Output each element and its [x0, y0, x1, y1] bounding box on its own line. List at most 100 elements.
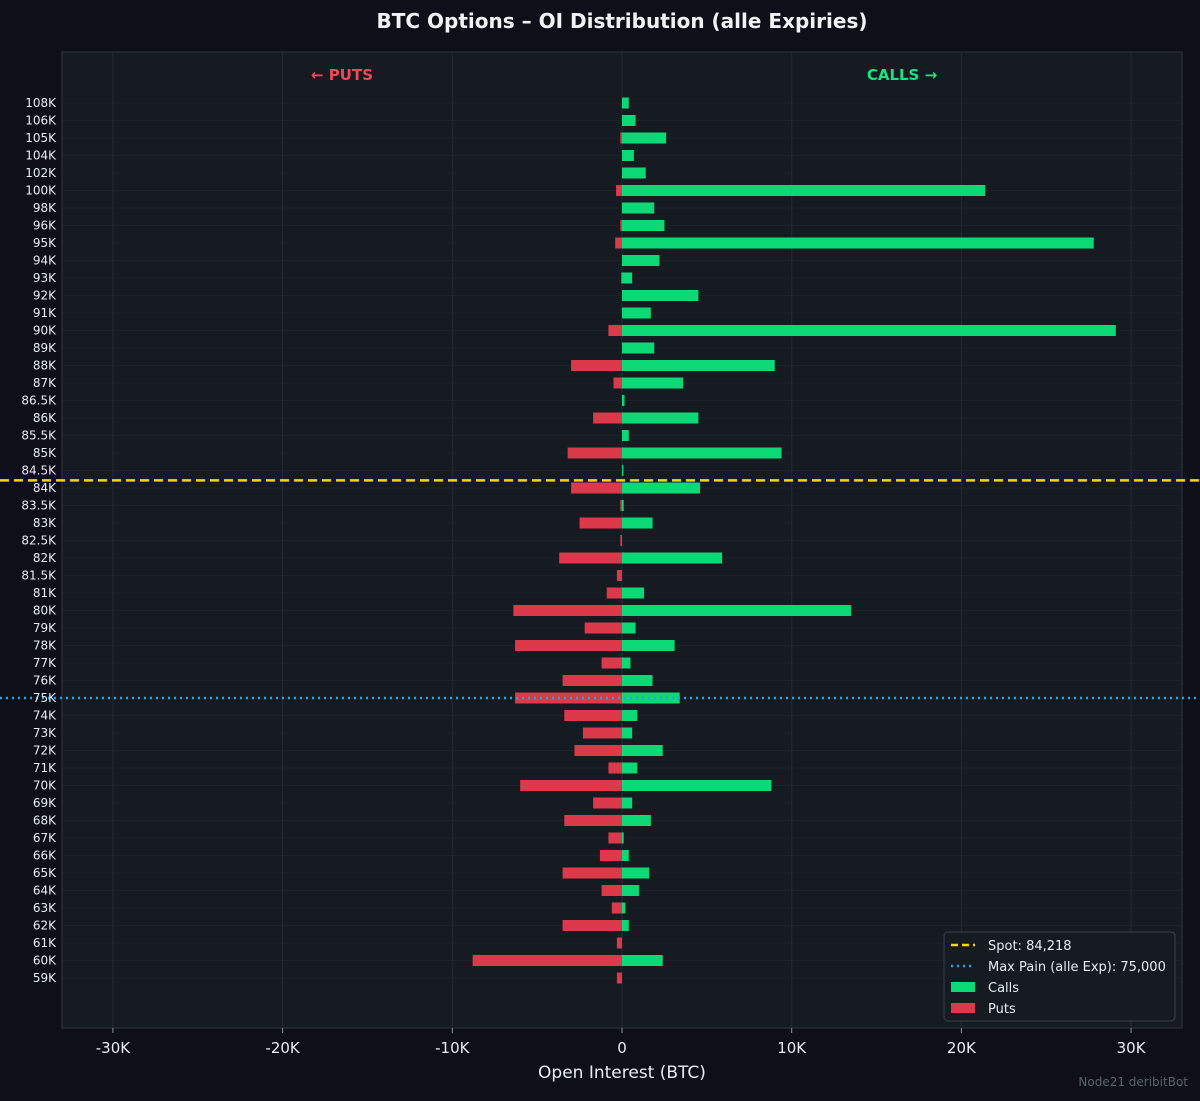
put-bar [574, 745, 622, 756]
reference-lines [0, 479, 1200, 700]
y-tick-label: 93K [33, 271, 57, 285]
x-tick-label: 20K [947, 1039, 977, 1057]
call-bar [622, 587, 645, 599]
put-bar [620, 500, 622, 511]
call-bar [622, 797, 633, 809]
call-bar [622, 482, 701, 494]
put-bar [571, 360, 622, 371]
call-bar [622, 745, 663, 756]
x-tick-labels: -30K -20K -10K 0 10K 20K 30K [96, 1028, 1147, 1057]
put-bar [608, 325, 622, 336]
call-bar [622, 325, 1116, 336]
y-tick-label: 77K [33, 656, 57, 670]
y-tick-label: 72K [33, 744, 57, 758]
y-tick-label: 81.5K [21, 569, 57, 583]
call-bar [622, 605, 852, 616]
call-bar [622, 552, 723, 564]
y-tick-label: 74K [33, 709, 57, 723]
call-bar [622, 255, 660, 266]
put-bar [513, 605, 622, 616]
x-tick-label: -30K [96, 1039, 131, 1057]
put-bar [472, 955, 622, 966]
put-bar [562, 920, 622, 931]
watermark: Node21 deribitBot [1078, 1075, 1188, 1089]
legend-puts-label: Puts [988, 1002, 1016, 1017]
y-tick-label: 76K [33, 674, 57, 688]
x-tick-label: 10K [777, 1039, 807, 1057]
puts-side-label: ← PUTS [311, 66, 373, 84]
legend-calls-label: Calls [988, 981, 1019, 996]
call-bar [622, 850, 629, 861]
y-tick-label: 73K [33, 726, 57, 740]
put-bar [601, 657, 622, 669]
y-tick-label: 62K [33, 919, 57, 933]
put-bar [616, 570, 622, 581]
y-tick-label: 69K [33, 796, 57, 810]
y-tick-label: 71K [33, 761, 57, 775]
put-bar [620, 220, 622, 231]
y-tick-label: 83K [33, 516, 57, 530]
y-tick-label: 60K [33, 954, 57, 968]
call-bar [622, 517, 653, 529]
y-tick-label: 78K [33, 639, 57, 653]
y-tick-label: 86.5K [21, 394, 57, 408]
call-bar [622, 955, 663, 966]
y-tick-label: 106K [25, 114, 57, 128]
call-bar [622, 622, 636, 634]
y-tick-label: 95K [33, 236, 57, 250]
call-bar [622, 885, 639, 896]
x-axis-label: Open Interest (BTC) [538, 1063, 706, 1083]
y-tick-label: 80K [33, 604, 57, 618]
y-tick-label: 59K [33, 971, 57, 985]
y-tick-label: 100K [25, 184, 57, 198]
y-tick-label: 67K [33, 831, 57, 845]
call-bar [622, 167, 646, 179]
y-tick-label: 66K [33, 849, 57, 863]
y-tick-label: 87K [33, 376, 57, 390]
y-tick-labels: 108K 106K 105K 104K 102K 100K 98K 96K 95K 94K 93K 9… [21, 96, 57, 985]
legend: Spot: 84,218 Max Pain (alle Exp): 75,000… [943, 931, 1176, 1022]
call-bar [622, 430, 629, 441]
put-bar [608, 832, 622, 844]
y-tick-label: 68K [33, 814, 57, 828]
put-bar [620, 535, 622, 546]
call-bar [622, 342, 655, 354]
y-tick-label: 64K [33, 884, 57, 898]
calls-side-label: CALLS → [867, 66, 937, 84]
put-bar [564, 710, 622, 721]
call-bar [622, 465, 624, 476]
y-tick-label: 75K [33, 691, 57, 705]
call-bar [622, 692, 680, 704]
put-bar [582, 727, 622, 739]
put-bar [559, 552, 622, 564]
legend-calls-swatch [951, 982, 975, 992]
y-tick-label: 70K [33, 779, 57, 793]
y-tick-label: 89K [33, 341, 57, 355]
call-bar [622, 710, 638, 721]
put-bar [608, 762, 622, 774]
y-tick-label: 98K [33, 201, 57, 215]
bars-group [472, 97, 1116, 984]
y-tick-label: 65K [33, 866, 57, 880]
call-bar [622, 307, 651, 319]
call-bar [622, 762, 638, 774]
call-bar [622, 185, 986, 196]
y-tick-label: 102K [25, 166, 57, 180]
legend-box [943, 931, 1176, 1022]
y-tick-label: 86K [33, 411, 57, 425]
y-tick-label: 105K [25, 131, 57, 145]
call-bar [622, 412, 699, 424]
y-tick-label: 96K [33, 219, 57, 233]
call-bar [622, 640, 675, 651]
call-bar [622, 132, 667, 144]
y-tick-label: 61K [33, 936, 57, 950]
call-bar [622, 500, 624, 511]
call-bar [622, 780, 772, 791]
y-tick-label: 108K [25, 96, 57, 110]
put-bar [599, 850, 622, 861]
legend-max-pain-label: Max Pain (alle Exp): 75,000 [988, 960, 1166, 975]
call-bar [622, 675, 653, 686]
put-bar [579, 517, 622, 529]
